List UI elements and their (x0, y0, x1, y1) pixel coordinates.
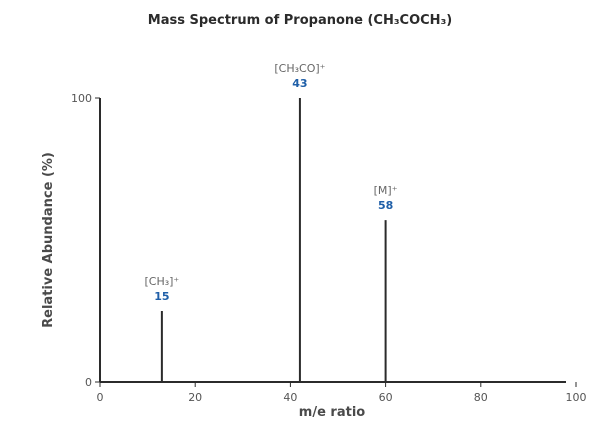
axes (99, 98, 566, 383)
peak-ion-label: [M]⁺ (374, 184, 398, 197)
x-tick-label: 20 (188, 391, 202, 404)
y-tick-label: 100 (71, 92, 92, 105)
peak-mz-label: 43 (292, 77, 307, 90)
chart-title: Mass Spectrum of Propanone (CH₃COCH₃) (148, 13, 452, 28)
x-tick-label: 60 (379, 391, 393, 404)
peak: [CH₃]⁺ 15 (144, 275, 179, 382)
x-tick-label: 80 (474, 391, 488, 404)
x-tick-label: 0 (97, 391, 104, 404)
peak-mz-label: 15 (154, 290, 169, 303)
peak-mz-label: 58 (378, 199, 393, 212)
peak-ion-label: [CH₃]⁺ (144, 275, 179, 288)
x-tick-label: 100 (566, 391, 587, 404)
peak: [M]⁺ 58 (374, 184, 398, 382)
peaks: [CH₃]⁺ 15 [CH₃CO]⁺ 43 [M]⁺ 58 (144, 62, 398, 382)
peak-ion-label: [CH₃CO]⁺ (274, 62, 325, 75)
x-tick-label: 40 (283, 391, 297, 404)
peak: [CH₃CO]⁺ 43 (274, 62, 326, 382)
ticks: 0 20 40 60 80 100 0 100 (71, 92, 587, 404)
y-axis-title: Relative Abundance (%) (41, 152, 56, 328)
y-tick-label: 0 (85, 376, 92, 389)
x-axis-title: m/e ratio (299, 405, 365, 420)
